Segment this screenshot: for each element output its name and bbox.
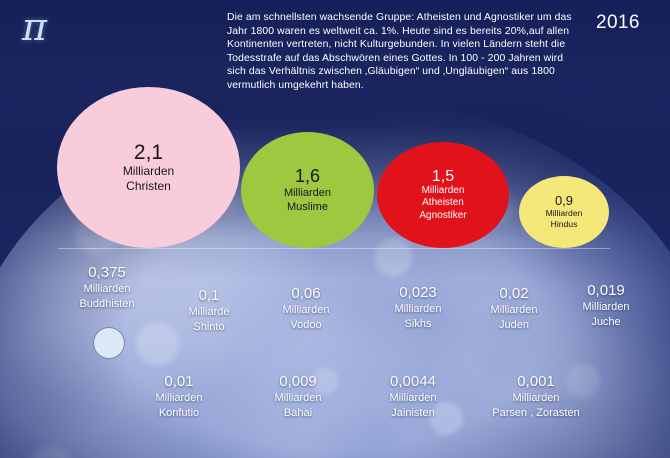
year-label: 2016 bbox=[596, 12, 640, 33]
bubble-hindus-name: Hindus bbox=[550, 219, 578, 229]
label-shinto: 0,1 Milliarde Shinto bbox=[158, 287, 260, 334]
bubble-muslime-name: Muslime bbox=[287, 201, 328, 213]
bubble-baseline bbox=[58, 248, 610, 249]
label-jainisten-unit: Milliarden bbox=[389, 392, 437, 404]
label-shinto-name: Shinto bbox=[193, 320, 225, 333]
label-vodoo-unit: Milliarden bbox=[282, 304, 330, 316]
label-sikhs-value: 0,023 bbox=[399, 284, 437, 301]
label-juden-value: 0,02 bbox=[499, 285, 529, 302]
label-juden: 0,02 Milliarden Juden bbox=[466, 285, 562, 332]
pi-icon: π bbox=[22, 5, 47, 49]
label-jainisten-name: Jainisten bbox=[391, 406, 435, 419]
label-juche-unit: Milliarden bbox=[582, 301, 630, 313]
bubble-atheisten-unit: Milliarden bbox=[421, 184, 465, 196]
label-juden-name: Juden bbox=[499, 318, 529, 331]
bubble-muslime-value: 1,6 bbox=[294, 166, 321, 186]
label-parsen-name: Parsen , Zorasten bbox=[492, 406, 580, 419]
bubble-atheisten-name-2: Agnostiker bbox=[419, 209, 467, 221]
label-buddhisten-unit: Milliarden bbox=[83, 283, 131, 295]
label-jainisten-value: 0,0044 bbox=[390, 373, 436, 390]
label-buddhisten-value: 0,375 bbox=[88, 264, 126, 281]
label-konfutio: 0,01 Milliarden Konfutio bbox=[128, 373, 230, 420]
bubble-christen-name: Christen bbox=[126, 179, 171, 193]
label-vodoo-value: 0,06 bbox=[291, 285, 321, 302]
label-jainisten: 0,0044 Milliarden Jainisten bbox=[358, 373, 468, 420]
label-bahai-name: Bahai bbox=[283, 406, 313, 419]
bubble-hindus-unit: Milliarden bbox=[545, 208, 583, 219]
bubble-atheisten-agnostiker[interactable]: 1,5 Milliarden Atheisten Agnostiker bbox=[377, 142, 509, 248]
bubble-christen-value: 2,1 bbox=[133, 141, 164, 164]
bubble-muslime-unit: Milliarden bbox=[283, 187, 332, 199]
bubble-muslime[interactable]: 1,6 Milliarden Muslime bbox=[241, 132, 374, 248]
label-bahai-unit: Milliarden bbox=[274, 392, 322, 404]
intro-paragraph: Die am schnellsten wachsende Gruppe: Ath… bbox=[227, 12, 572, 91]
bubble-atheisten-value: 1,5 bbox=[431, 167, 455, 185]
label-sikhs: 0,023 Milliarden Sikhs bbox=[366, 284, 470, 331]
label-sikhs-name: Sikhs bbox=[404, 317, 432, 330]
label-vodoo-name: Vodoo bbox=[290, 318, 322, 331]
label-juche: 0,019 Milliarden Juche bbox=[556, 282, 656, 329]
label-bahai-value: 0,009 bbox=[279, 373, 317, 390]
label-parsen-zorasten: 0,001 Milliarden Parsen , Zorasten bbox=[452, 373, 620, 420]
label-juden-unit: Milliarden bbox=[490, 304, 538, 316]
label-konfutio-value: 0,01 bbox=[164, 373, 194, 390]
label-shinto-unit: Milliarde bbox=[188, 306, 230, 318]
bubble-christen[interactable]: 2,1 Milliarden Christen bbox=[57, 87, 240, 248]
label-buddhisten-name: Buddhisten bbox=[79, 297, 135, 310]
label-sikhs-unit: Milliarden bbox=[394, 303, 442, 315]
bubble-hindus[interactable]: 0,9 Milliarden Hindus bbox=[519, 176, 609, 248]
label-shinto-value: 0,1 bbox=[198, 287, 220, 304]
bubble-atheisten-name-1: Atheisten bbox=[422, 197, 464, 209]
label-bahai: 0,009 Milliarden Bahai bbox=[246, 373, 350, 420]
bubble-hindus-value: 0,9 bbox=[554, 193, 574, 209]
label-parsen-value: 0,001 bbox=[517, 373, 555, 390]
bubble-christen-unit: Milliarden bbox=[122, 164, 175, 178]
label-konfutio-unit: Milliarden bbox=[155, 392, 203, 404]
label-parsen-unit: Milliarden bbox=[512, 392, 560, 404]
label-juche-name: Juche bbox=[591, 315, 621, 328]
label-konfutio-name: Konfutio bbox=[158, 406, 200, 419]
bubble-buddhisten-dot[interactable] bbox=[93, 327, 125, 359]
label-vodoo: 0,06 Milliarden Vodoo bbox=[254, 285, 358, 332]
label-juche-value: 0,019 bbox=[587, 282, 625, 299]
label-buddhisten: 0,375 Milliarden Buddhisten bbox=[52, 264, 162, 311]
